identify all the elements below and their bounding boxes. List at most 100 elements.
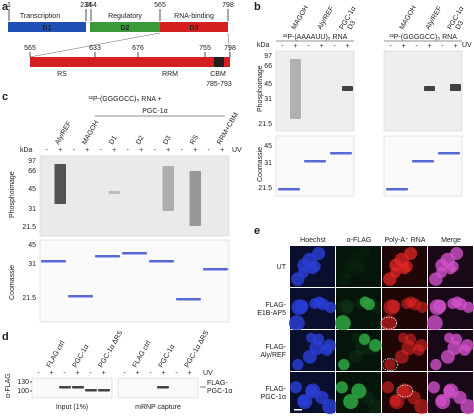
uv-sign: + xyxy=(161,370,165,377)
uv-sign: + xyxy=(135,370,139,377)
column-label: α-FLAG xyxy=(347,237,372,244)
band xyxy=(95,255,120,258)
lane-label: Phosphoimage xyxy=(9,171,16,218)
cell xyxy=(454,298,467,311)
uv-sign: + xyxy=(187,370,191,377)
domain xyxy=(8,22,86,32)
cell xyxy=(444,332,455,344)
column-label: Merge xyxy=(441,237,461,244)
marker: 21.5 xyxy=(22,224,36,231)
marker: 100 xyxy=(17,388,29,395)
outline xyxy=(396,384,414,398)
cell xyxy=(358,246,372,260)
lane-label: D3 xyxy=(162,135,173,146)
uv-sign: - xyxy=(175,370,178,377)
gel xyxy=(383,50,463,132)
kda: kDa xyxy=(20,147,33,154)
column-label: Poly-A⁺ RNA xyxy=(384,237,425,244)
band xyxy=(68,295,93,298)
uv-sign: + xyxy=(166,147,170,154)
lane-label: Phosphoimage xyxy=(257,65,264,112)
band xyxy=(149,260,174,263)
cell xyxy=(305,385,318,397)
region-label: CBM xyxy=(210,71,226,78)
cell xyxy=(381,381,394,394)
uv-sign: + xyxy=(319,43,323,50)
marker: 130 xyxy=(17,379,29,386)
cell xyxy=(343,267,355,278)
kda: kDa xyxy=(257,42,270,49)
cell xyxy=(297,393,313,410)
panel-label: c xyxy=(2,91,8,103)
cell xyxy=(427,381,440,394)
uv-sign: + xyxy=(401,43,405,50)
row-label: UT xyxy=(277,264,287,271)
cell xyxy=(435,393,451,410)
band-label: PGC-1α xyxy=(207,388,232,395)
marker: 21.5 xyxy=(22,295,36,302)
uv-sign: + xyxy=(112,147,116,154)
blot-label: mRNP capture xyxy=(135,404,181,411)
panel-label: b xyxy=(254,1,261,13)
band xyxy=(290,59,301,119)
gel xyxy=(383,135,463,197)
cell xyxy=(397,385,410,397)
cell xyxy=(394,349,409,364)
band xyxy=(342,86,353,91)
marker: 45 xyxy=(28,186,36,193)
uv-sign: - xyxy=(441,43,444,50)
cell xyxy=(414,399,430,415)
uv-sign: - xyxy=(73,147,76,154)
gel xyxy=(275,135,355,197)
cell xyxy=(380,315,397,331)
domain-name: D2 xyxy=(121,25,130,32)
cell xyxy=(361,390,375,405)
cell xyxy=(387,299,401,314)
cell xyxy=(355,261,367,273)
marker: 21.5 xyxy=(258,121,272,128)
band xyxy=(85,389,97,392)
band xyxy=(304,160,326,163)
cell xyxy=(389,267,401,278)
cell xyxy=(398,332,409,344)
gel xyxy=(275,50,355,132)
cell xyxy=(389,393,405,410)
cell xyxy=(353,263,365,275)
uv-sign: - xyxy=(100,147,103,154)
marker: 45 xyxy=(264,81,272,88)
panel-label: a xyxy=(2,1,9,13)
band xyxy=(438,152,460,155)
uv: UV xyxy=(232,147,242,154)
cell xyxy=(302,349,317,364)
cell xyxy=(292,358,304,371)
cell xyxy=(343,258,357,272)
band xyxy=(203,268,228,271)
band xyxy=(330,152,352,155)
band xyxy=(122,252,147,255)
uv-sign: - xyxy=(89,370,92,377)
band xyxy=(162,166,174,211)
panel-label: e xyxy=(254,225,260,237)
cell xyxy=(335,381,348,394)
domain-name: D3 xyxy=(190,25,199,32)
uv-sign: + xyxy=(427,43,431,50)
cell xyxy=(408,298,421,311)
range-label: 785-793 xyxy=(206,81,232,88)
marker: 31 xyxy=(28,261,36,268)
region xyxy=(30,57,230,67)
cell xyxy=(404,246,418,260)
domain-label: Transcription xyxy=(20,13,60,20)
row-label: PGC-1α xyxy=(261,394,286,401)
lane-label: Coomassie xyxy=(9,265,16,300)
uv-sign: - xyxy=(127,147,130,154)
cell xyxy=(297,267,309,278)
uv-sign: + xyxy=(293,43,297,50)
cell xyxy=(334,315,351,331)
cell xyxy=(337,272,351,286)
domain-label: Regulatory xyxy=(108,13,142,20)
panel-label: d xyxy=(2,331,9,343)
uv-sign: - xyxy=(154,147,157,154)
cell xyxy=(343,393,359,410)
uv-sign: + xyxy=(58,147,62,154)
